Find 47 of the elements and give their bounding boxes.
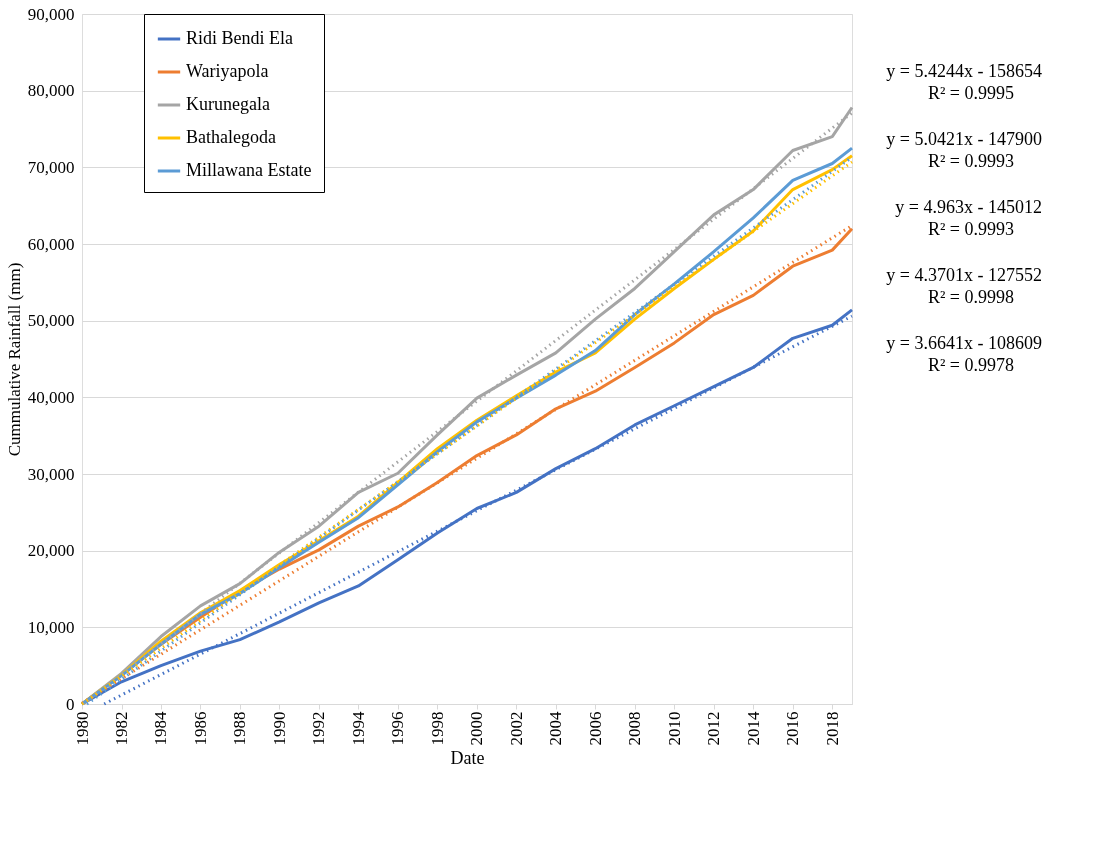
x-tick-label: 1994 bbox=[348, 711, 368, 746]
x-tick-label: 1996 bbox=[388, 711, 408, 746]
x-tick-label: 2016 bbox=[783, 711, 803, 746]
x-tick-label: 1986 bbox=[190, 711, 210, 746]
y-tick-label: 80,000 bbox=[27, 81, 75, 101]
text: y = 5.0421x - 147900 bbox=[886, 129, 1042, 149]
y-tick-label: 40,000 bbox=[27, 387, 75, 407]
text: y = 5.4244x - 158654 bbox=[886, 61, 1042, 81]
x-axis-title: Date bbox=[450, 747, 485, 768]
text: R² = 0.9993 bbox=[927, 219, 1014, 239]
legend-label: Wariyapola bbox=[186, 61, 269, 81]
x-tick-label: 2002 bbox=[506, 711, 526, 746]
y-tick-label: 90,000 bbox=[27, 4, 75, 24]
y-tick-label: 0 bbox=[66, 694, 75, 714]
y-axis-title: Cummulative Rainfall (mm) bbox=[4, 262, 24, 457]
x-tick-label: 2004 bbox=[546, 711, 566, 746]
text: R² = 0.9978 bbox=[927, 355, 1014, 375]
y-tick-label: 20,000 bbox=[27, 541, 75, 561]
legend-label: Ridi Bendi Ela bbox=[186, 28, 293, 48]
x-tick-label: 1982 bbox=[112, 711, 132, 746]
text: R² = 0.9998 bbox=[927, 287, 1014, 307]
y-tick-label: 30,000 bbox=[27, 464, 75, 484]
y-tick-label: 70,000 bbox=[27, 157, 75, 177]
x-tick-label: 2010 bbox=[664, 711, 684, 746]
x-tick-label: 1988 bbox=[230, 711, 250, 746]
text: y = 4.963x - 145012 bbox=[895, 197, 1042, 217]
x-tick-label: 1990 bbox=[269, 711, 289, 746]
legend-label: Millawana Estate bbox=[186, 160, 312, 180]
x-tick-label: 1984 bbox=[151, 711, 171, 746]
text: y = 4.3701x - 127552 bbox=[886, 265, 1042, 285]
x-tick-label: 2012 bbox=[704, 711, 724, 746]
x-tick-label: 1992 bbox=[309, 711, 329, 746]
x-tick-label: 2014 bbox=[743, 711, 763, 746]
text: y = 3.6641x - 108609 bbox=[886, 333, 1042, 353]
text: R² = 0.9993 bbox=[927, 151, 1014, 171]
x-tick-label: 2018 bbox=[822, 711, 842, 746]
legend-label: Kurunegala bbox=[186, 94, 270, 114]
y-tick-label: 50,000 bbox=[27, 311, 75, 331]
x-tick-label: 1998 bbox=[427, 711, 447, 746]
y-tick-label: 60,000 bbox=[27, 234, 75, 254]
x-tick-label: 1980 bbox=[72, 711, 92, 746]
text: R² = 0.9995 bbox=[927, 83, 1014, 103]
legend-label: Bathalegoda bbox=[186, 127, 276, 147]
x-tick-label: 2000 bbox=[467, 711, 487, 746]
x-tick-label: 2006 bbox=[585, 711, 605, 746]
y-tick-label: 10,000 bbox=[27, 617, 75, 637]
x-tick-label: 2008 bbox=[625, 711, 645, 746]
